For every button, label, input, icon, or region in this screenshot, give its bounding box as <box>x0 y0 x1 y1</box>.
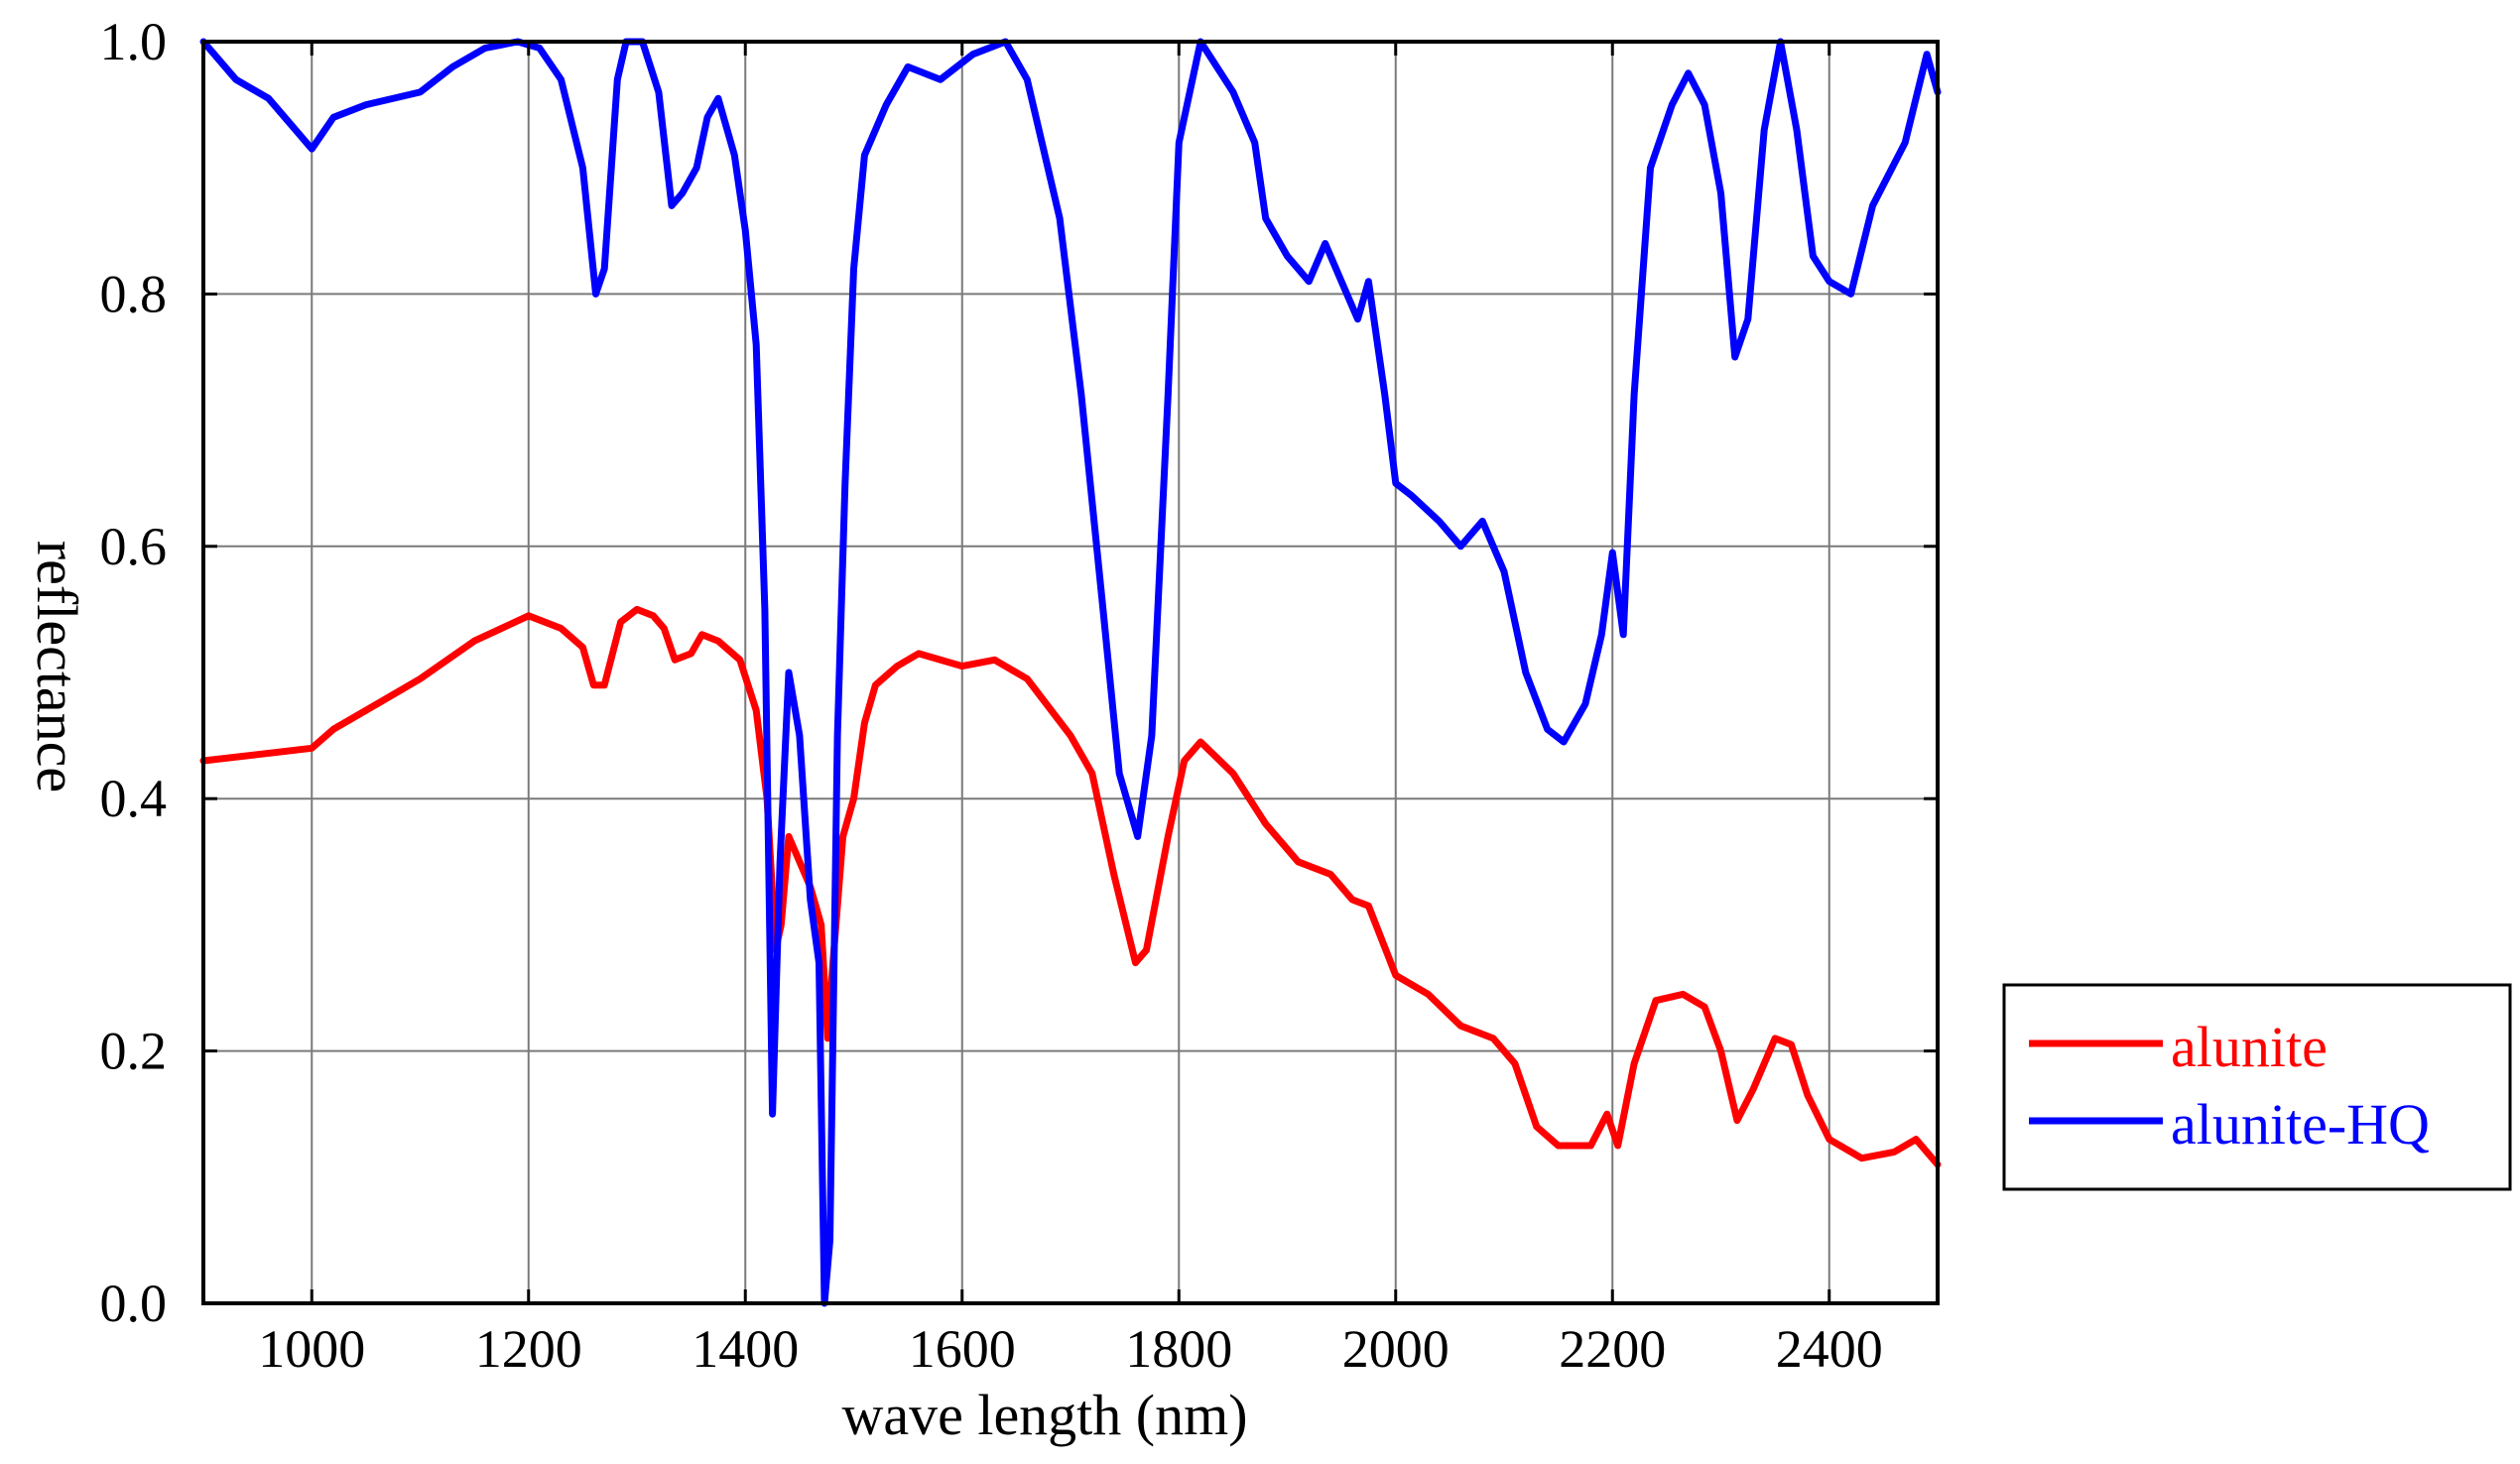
x-tick-label: 2200 <box>1559 1319 1666 1379</box>
tick-labels: 1000 1200 1400 1600 1800 2000 2200 2400 0.0 0.2 0.… <box>100 12 1883 1379</box>
plot-frame <box>201 40 1940 1305</box>
x-tick-label: 1400 <box>692 1319 799 1379</box>
y-tick-label: 0.2 <box>100 1022 168 1081</box>
y-tick-label: 0.4 <box>100 769 168 828</box>
series-line-alunite <box>199 605 1942 1168</box>
y-tick-label: 0.0 <box>100 1274 168 1333</box>
x-tick-label: 1800 <box>1125 1319 1232 1379</box>
grid <box>203 42 1938 1303</box>
x-tick-label: 2000 <box>1342 1319 1449 1379</box>
legend: alunite alunite-HQ <box>2002 983 2512 1191</box>
series-layer <box>199 38 1942 1307</box>
x-axis-label: wave length (nm) <box>841 1383 1247 1447</box>
y-tick-label: 0.8 <box>100 264 168 323</box>
ticks <box>203 40 1938 1305</box>
x-tick-label: 1600 <box>909 1319 1016 1379</box>
x-tick-label: 1200 <box>475 1319 582 1379</box>
series-line-alunite-hq <box>199 38 1942 1307</box>
legend-label-alunite-hq: alunite-HQ <box>2171 1092 2430 1157</box>
x-tick-label: 1000 <box>258 1319 365 1379</box>
legend-label-alunite: alunite <box>2171 1015 2328 1079</box>
x-tick-label: 2400 <box>1776 1319 1883 1379</box>
y-tick-label: 1.0 <box>100 12 168 71</box>
y-tick-label: 0.6 <box>100 517 168 576</box>
y-axis-label: reflectance <box>25 541 89 793</box>
legend-box <box>2002 983 2512 1191</box>
